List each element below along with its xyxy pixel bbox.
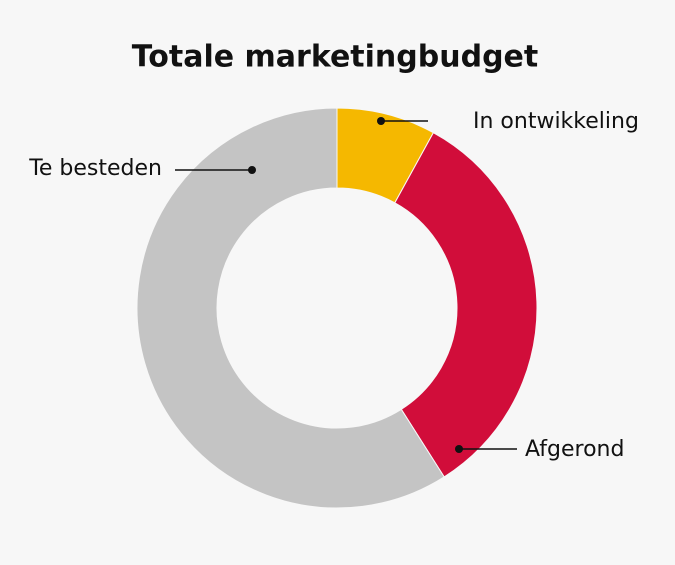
slice-label: Afgerond [525,437,624,462]
chart-title: Totale marketingbudget [132,40,538,75]
slices [136,107,538,509]
labels: In ontwikkeling Afgerond Te besteden [28,109,639,462]
slice-label: Te besteden [28,156,162,181]
slice-label: In ontwikkeling [473,109,639,134]
leader-dot [377,117,385,125]
slice [136,107,445,509]
leader-dot [455,445,463,453]
leader-dot [248,166,256,174]
slice [394,132,538,478]
